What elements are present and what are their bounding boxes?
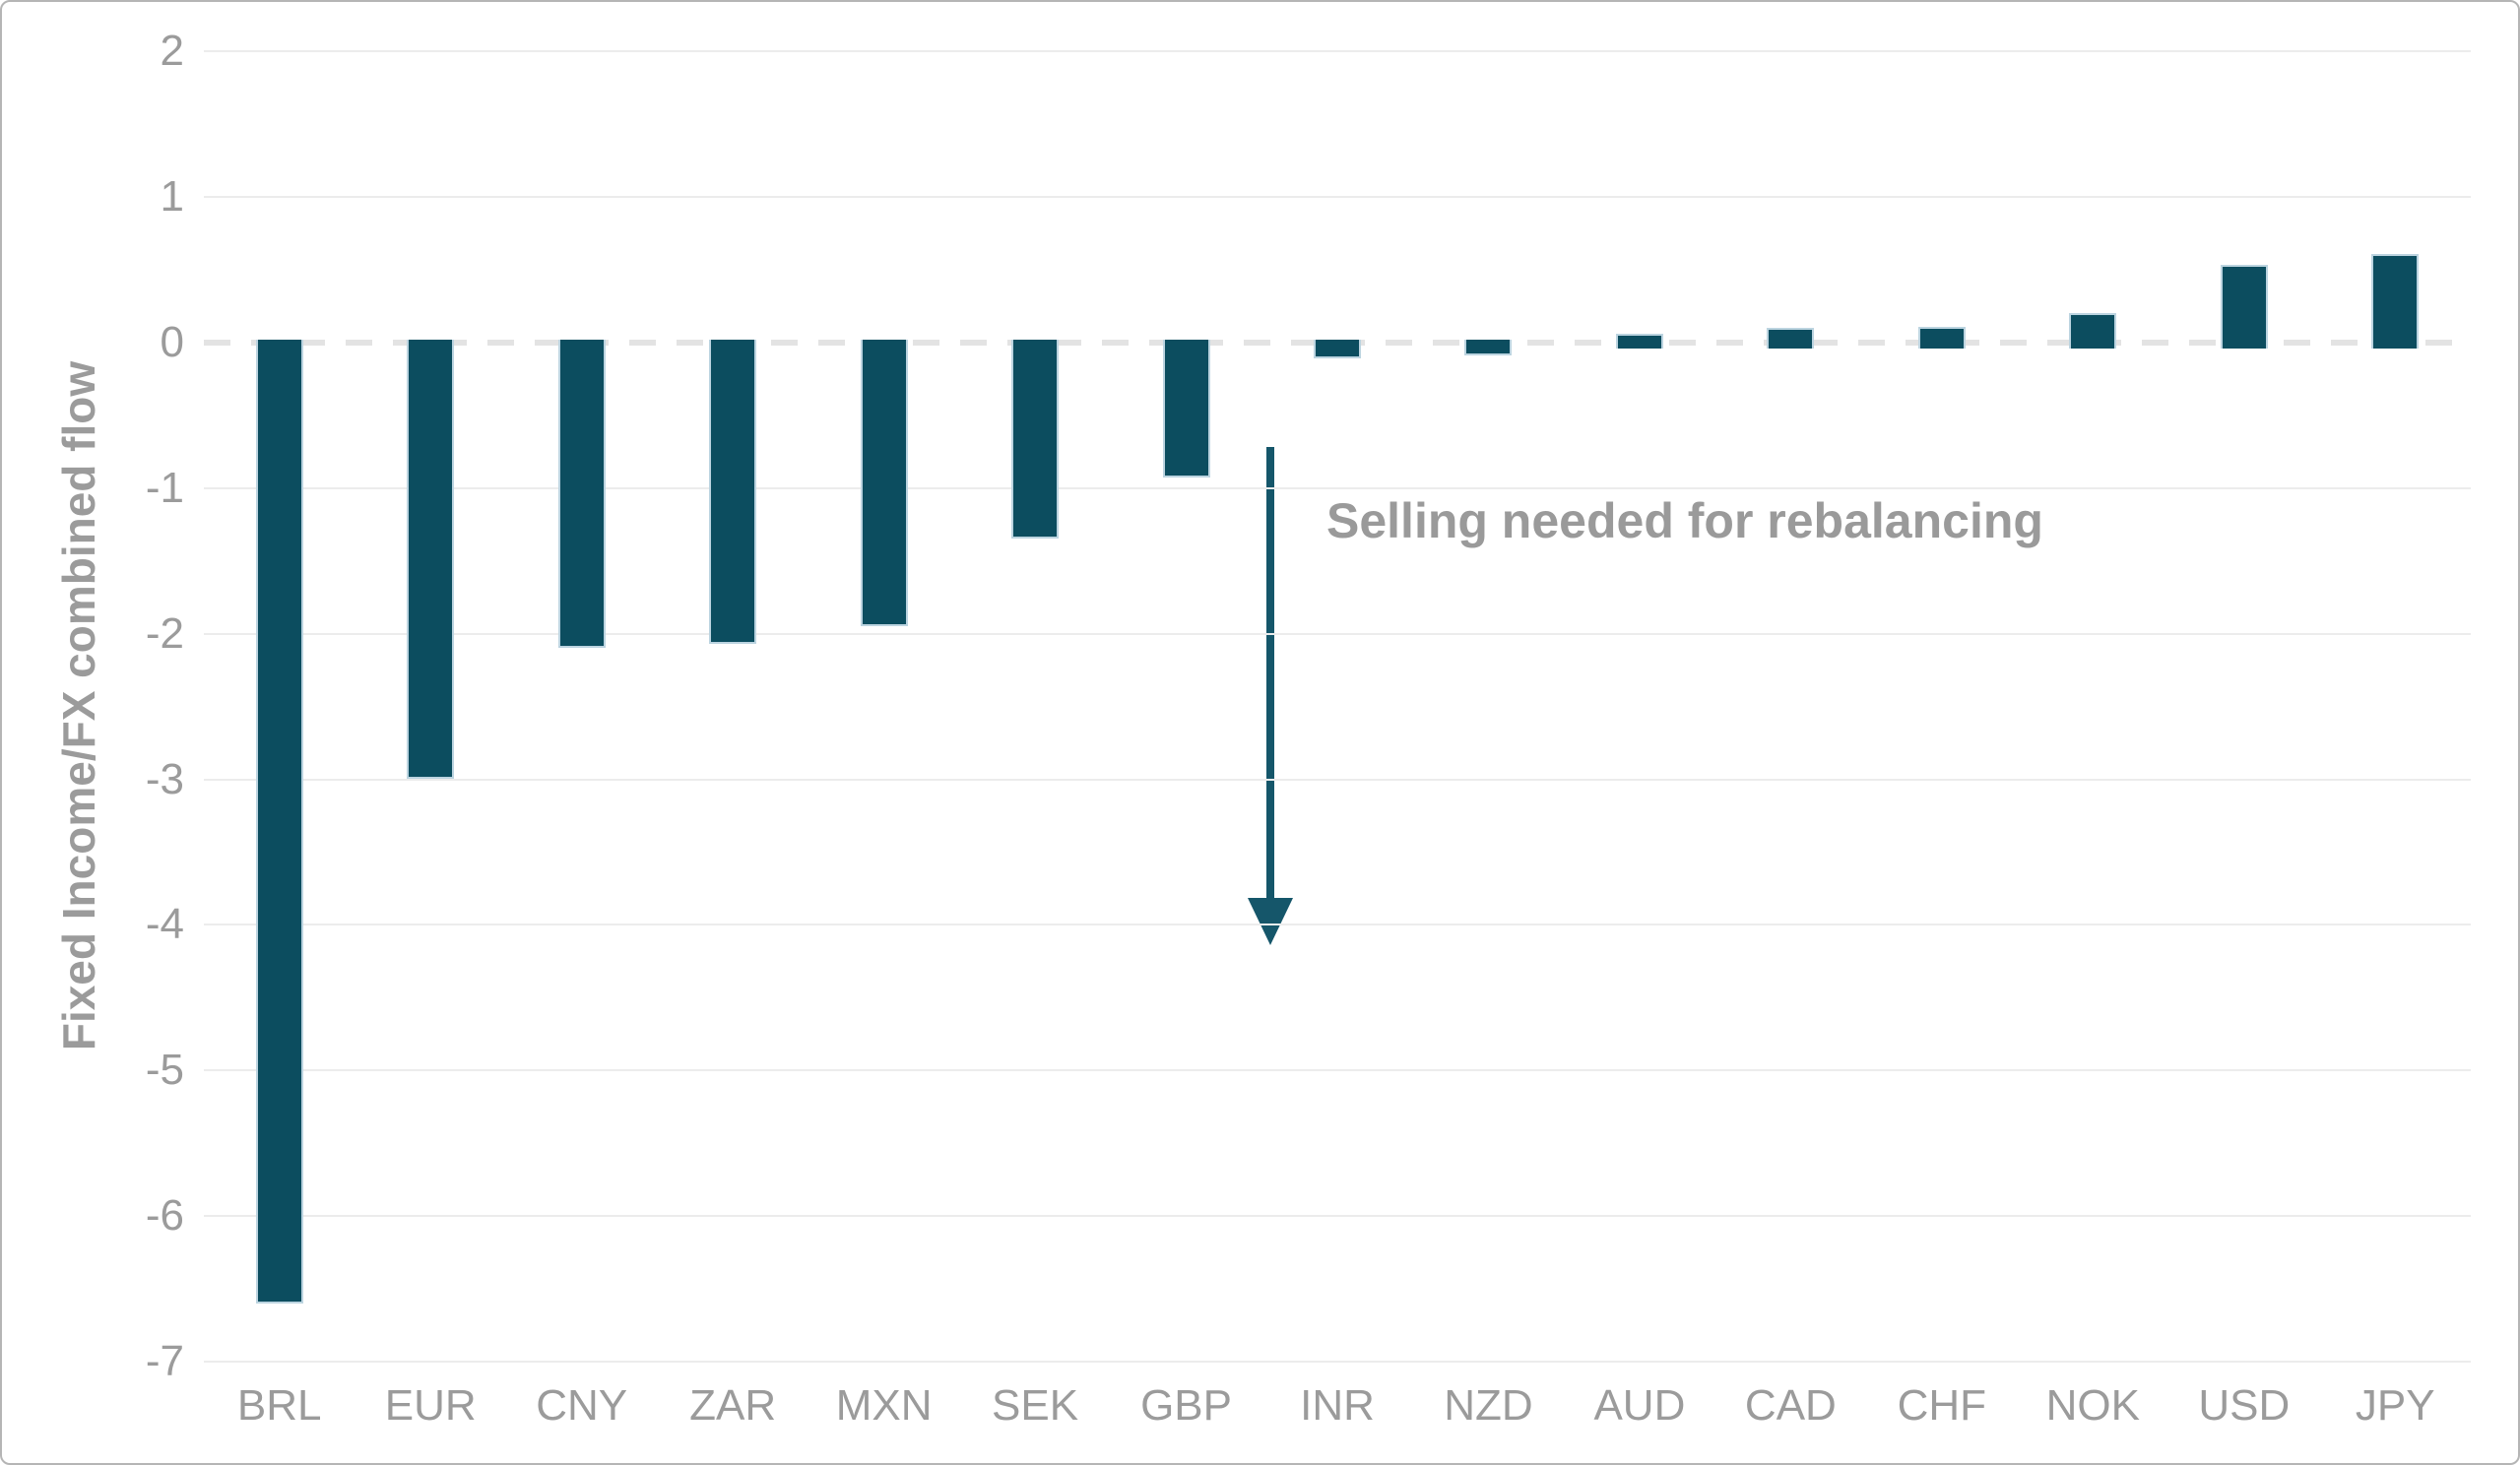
x-tick-label-eur: EUR: [384, 1381, 477, 1430]
x-tick-label-gbp: GBP: [1140, 1381, 1232, 1430]
bar-nzd: [1464, 339, 1513, 356]
x-tick-label-aud: AUD: [1593, 1381, 1686, 1430]
y-tick-label: 0: [160, 317, 184, 366]
bar-eur: [407, 339, 455, 780]
bar-gbp: [1162, 339, 1210, 478]
y-tick-label: -7: [145, 1337, 184, 1386]
rebalancing-arrow-line: [1266, 447, 1274, 900]
bar-usd: [2220, 265, 2268, 349]
y-tick-label: -6: [145, 1191, 184, 1241]
gridline: [204, 1361, 2471, 1364]
x-tick-label-mxn: MXN: [835, 1381, 933, 1430]
x-tick-label-usd: USD: [2198, 1381, 2291, 1430]
x-tick-label-zar: ZAR: [689, 1381, 777, 1430]
y-tick-label: -5: [145, 1046, 184, 1095]
y-tick-label: -1: [145, 463, 184, 512]
bar-sek: [1011, 339, 1060, 540]
y-tick-label: -3: [145, 754, 184, 803]
x-tick-label-cny: CNY: [536, 1381, 628, 1430]
gridline: [204, 50, 2471, 52]
y-tick-label: -2: [145, 608, 184, 658]
gridline: [204, 195, 2471, 198]
gridline: [204, 632, 2471, 635]
bar-chf: [1917, 326, 1966, 349]
x-tick-label-sek: SEK: [992, 1381, 1079, 1430]
bar-cny: [557, 339, 606, 649]
rebalancing-arrow-head-icon: [1248, 898, 1293, 945]
x-tick-label-jpy: JPY: [2355, 1381, 2435, 1430]
bar-inr: [1314, 339, 1361, 359]
y-tick-label: 1: [160, 171, 184, 221]
bar-aud: [1615, 333, 1663, 349]
bar-cad: [1767, 328, 1815, 349]
x-tick-label-chf: CHF: [1897, 1381, 1987, 1430]
bar-nok: [2069, 313, 2117, 349]
rebalancing-annotation: Selling needed for rebalancing: [1326, 493, 2043, 548]
x-tick-label-inr: INR: [1300, 1381, 1375, 1430]
x-tick-label-nok: NOK: [2045, 1381, 2140, 1430]
gridline: [204, 778, 2471, 781]
gridline: [204, 1215, 2471, 1218]
bar-brl: [255, 339, 303, 1304]
y-tick-label: -4: [145, 900, 184, 949]
x-tick-label-cad: CAD: [1744, 1381, 1837, 1430]
bar-zar: [709, 339, 757, 644]
y-tick-label: 2: [160, 27, 184, 75]
bar-mxn: [860, 339, 908, 627]
gridline: [204, 924, 2471, 926]
bar-jpy: [2371, 253, 2420, 349]
gridline: [204, 486, 2471, 489]
x-tick-label-brl: BRL: [236, 1381, 322, 1430]
x-tick-label-nzd: NZD: [1444, 1381, 1533, 1430]
gridline: [204, 1069, 2471, 1072]
